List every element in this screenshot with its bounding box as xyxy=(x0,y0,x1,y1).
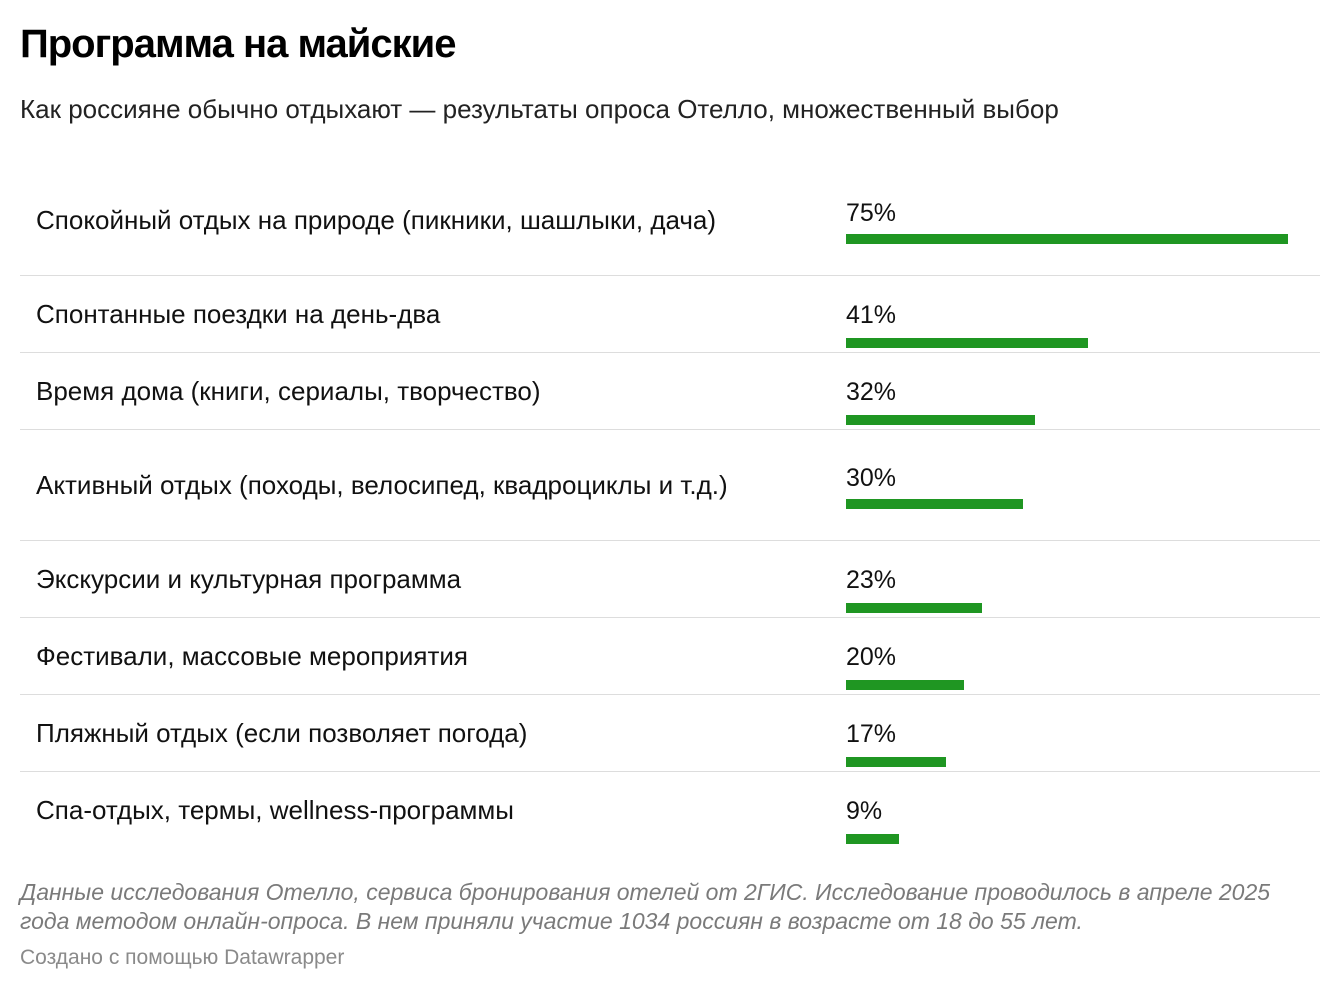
bar-row: Экскурсии и культурная программа 23% xyxy=(20,541,1320,618)
category-label: Спокойный отдых на природе (пикники, шаш… xyxy=(36,205,717,235)
bar-row: Активный отдых (походы, велосипед, квадр… xyxy=(20,430,1320,541)
value-label: 23% xyxy=(846,566,897,594)
bar xyxy=(846,680,964,690)
bar xyxy=(846,834,899,844)
category-label: Время дома (книги, сериалы, творчество) xyxy=(36,376,541,406)
category-label: Фестивали, массовые мероприятия xyxy=(36,641,468,671)
bar xyxy=(846,499,1023,509)
value-label: 30% xyxy=(846,464,897,492)
category-label: Спа-отдых, термы, wellness-программы xyxy=(36,795,514,825)
category-label: Экскурсии и культурная программа xyxy=(36,564,462,594)
bar-row: Пляжный отдых (если позволяет погода) 17% xyxy=(20,695,1320,772)
bar xyxy=(846,234,1288,244)
category-label: Пляжный отдых (если позволяет погода) xyxy=(36,718,528,748)
value-label: 75% xyxy=(846,199,897,227)
bar xyxy=(846,757,946,767)
value-label: 20% xyxy=(846,643,897,671)
value-label: 32% xyxy=(846,378,897,406)
bar xyxy=(846,338,1088,348)
bar xyxy=(846,415,1035,425)
chart-title: Программа на майские xyxy=(20,22,456,66)
chart-credit: Создано с помощью Datawrapper xyxy=(20,946,345,969)
bar-row: Спа-отдых, термы, wellness-программы 9% xyxy=(20,772,1320,848)
bar-row: Время дома (книги, сериалы, творчество) 3… xyxy=(20,353,1320,430)
bar-row: Спокойный отдых на природе (пикники, шаш… xyxy=(20,165,1320,276)
chart-notes: Данные исследования Отелло, сервиса брон… xyxy=(20,879,1271,934)
value-label: 41% xyxy=(846,301,897,329)
bar-row: Спонтанные поездки на день-два 41% xyxy=(20,276,1320,353)
bar-row: Фестивали, массовые мероприятия 20% xyxy=(20,618,1320,695)
category-label: Спонтанные поездки на день-два xyxy=(36,299,441,329)
bar xyxy=(846,603,982,613)
category-label: Активный отдых (походы, велосипед, квадр… xyxy=(36,470,728,500)
value-label: 9% xyxy=(846,797,883,825)
value-label: 17% xyxy=(846,720,897,748)
bar-chart: Спокойный отдых на природе (пикники, шаш… xyxy=(20,165,1320,848)
chart-subtitle: Как россияне обычно отдыхают — результат… xyxy=(20,94,1059,124)
